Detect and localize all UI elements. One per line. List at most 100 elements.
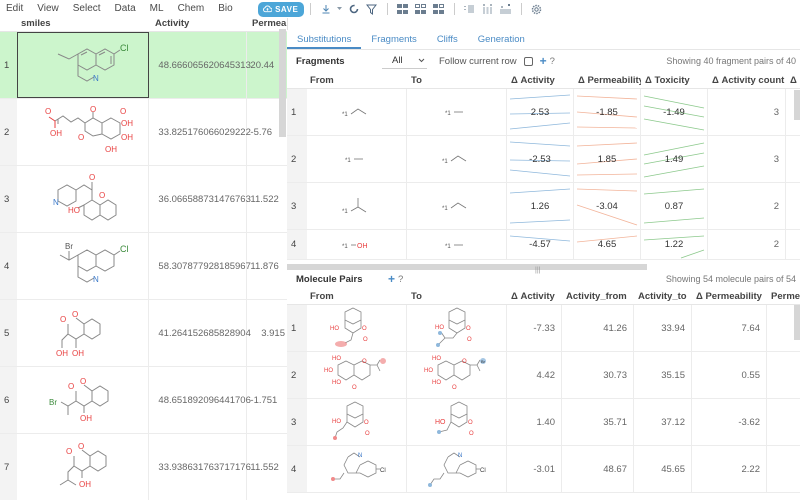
tab-substitutions[interactable]: Substitutions bbox=[287, 34, 362, 49]
col-header-to[interactable]: To bbox=[411, 290, 422, 302]
pairs-vertical-scrollbar[interactable] bbox=[794, 305, 800, 340]
tab-cliffs[interactable]: Cliffs bbox=[436, 34, 458, 45]
molecule-structure[interactable]: O O OH bbox=[17, 434, 150, 500]
col-header-to[interactable]: To bbox=[411, 74, 422, 86]
to-fragment: *1 bbox=[407, 89, 507, 135]
col-header-delta-activity[interactable]: Δ Activity bbox=[511, 74, 555, 86]
menu-select[interactable]: Select bbox=[72, 3, 101, 14]
table-row[interactable]: 2 O OH O O O OH OH OH 33.8 bbox=[0, 99, 287, 166]
row-number: 7 bbox=[0, 434, 17, 500]
svg-text:HO: HO bbox=[435, 325, 444, 331]
svg-text:Cl: Cl bbox=[380, 468, 386, 474]
col-header-delta-p[interactable]: Δ P bbox=[790, 74, 800, 86]
from-fragment: *1 bbox=[307, 136, 407, 182]
grid-layout-icon-3[interactable] bbox=[432, 2, 446, 16]
molecule-structure[interactable]: O O OH OH bbox=[17, 300, 150, 366]
col-header-activity-to[interactable]: Activity_to bbox=[638, 290, 687, 302]
ethyl-fragment-icon: *1 bbox=[442, 202, 466, 212]
delta-activity-cell: -2.53 bbox=[507, 136, 574, 182]
table-row[interactable]: 1 HO O O HO O O -7.33 41.26 33.94 7.64 bbox=[287, 305, 800, 352]
grid-layout-icon-2[interactable] bbox=[414, 2, 428, 16]
help-icon[interactable]: ? bbox=[398, 273, 404, 285]
dropdown-arrow-icon[interactable] bbox=[337, 2, 343, 16]
help-icon[interactable]: ? bbox=[549, 55, 555, 67]
table-row[interactable]: 4 *1 OH *1 -4.57 4.65 1.22 2 bbox=[287, 230, 800, 260]
menu-bar: Edit View Select Data ML Chem Bio SAVE bbox=[0, 0, 800, 18]
table-row[interactable]: 7 O O OH 33.938631763717176 11.552 bbox=[0, 434, 287, 500]
menu-view[interactable]: View bbox=[37, 3, 59, 14]
column-layout-icon-2[interactable] bbox=[481, 2, 495, 16]
toolbar-divider bbox=[453, 3, 455, 15]
table-row[interactable]: 3 O O HO N 36.066588731476763 11.522 bbox=[0, 166, 287, 233]
to-molecule: N Cl bbox=[407, 446, 507, 492]
molecule-structure[interactable]: O OH O O O OH OH OH bbox=[17, 99, 150, 165]
molecule-structure[interactable]: O O Br OH bbox=[17, 367, 150, 433]
col-header-smiles[interactable]: smiles bbox=[21, 18, 51, 29]
table-row[interactable]: 4 Br Cl N 58.307877928185967 11.876 bbox=[0, 233, 287, 300]
methyl-fragment-icon: *1 bbox=[345, 158, 363, 164]
resize-grip-icon[interactable]: ||| bbox=[535, 267, 541, 274]
add-icon[interactable]: + bbox=[539, 54, 547, 68]
table-row[interactable]: 4 N Cl N Cl -3.01 48.67 45.65 2.22 bbox=[287, 446, 800, 493]
table-row[interactable]: 1 *1 *1 2.53 -1.85 -1.49 3 bbox=[287, 89, 800, 136]
permeability-cell bbox=[767, 352, 800, 398]
tab-generation[interactable]: Generation bbox=[477, 34, 525, 45]
save-button[interactable]: SAVE bbox=[257, 1, 304, 17]
filter-icon[interactable] bbox=[365, 2, 379, 16]
col-header-delta-toxicity[interactable]: Δ Toxicity bbox=[645, 74, 690, 86]
table-row[interactable]: 5 O O OH OH 41.264152685828904 3.915 bbox=[0, 300, 287, 367]
menu-chem[interactable]: Chem bbox=[177, 3, 205, 14]
vertical-scrollbar[interactable] bbox=[279, 29, 286, 137]
add-icon[interactable]: + bbox=[388, 272, 396, 286]
menu-edit[interactable]: Edit bbox=[6, 3, 24, 14]
molecule-structure[interactable]: Cl N bbox=[16, 32, 150, 98]
menu-bio[interactable]: Bio bbox=[218, 3, 233, 14]
svg-text:HO: HO bbox=[324, 368, 333, 374]
molecule-structure[interactable]: O O HO N bbox=[17, 166, 150, 232]
col-header-permeability[interactable]: Permeab bbox=[771, 290, 800, 302]
table-row[interactable]: 3 HO O O HO O O 1.40 35.71 37.12 -3.62 bbox=[287, 399, 800, 446]
table-row[interactable]: 2 HO HO HO O O HO HO HO O O Br 4.42 30.73 35.15 0… bbox=[287, 352, 800, 399]
delta-activity-cell: 1.26 bbox=[507, 183, 574, 229]
molecule-structure[interactable]: Br Cl N bbox=[17, 233, 150, 299]
delta-activity-count-cell: 3 bbox=[708, 136, 786, 182]
molecule-pairs-header: From To Δ Activity Activity_from Activit… bbox=[287, 288, 800, 305]
col-header-delta-activity-count[interactable]: Δ Activity count ↓ bbox=[712, 74, 786, 86]
table-row[interactable]: 1 Cl N 48.666065620645313 20.44 bbox=[0, 32, 287, 99]
refresh-icon[interactable] bbox=[347, 2, 361, 16]
svg-text:OH: OH bbox=[121, 133, 133, 142]
grid-layout-icon-1[interactable] bbox=[396, 2, 410, 16]
col-header-from[interactable]: From bbox=[310, 74, 334, 86]
menu-data[interactable]: Data bbox=[114, 3, 136, 14]
col-header-activity[interactable]: Activity bbox=[155, 18, 190, 29]
delta-toxicity-cell: 1.49 bbox=[641, 136, 708, 182]
svg-text:OH: OH bbox=[50, 129, 62, 138]
ethyl-fragment-icon: *1 bbox=[442, 155, 466, 165]
row-number: 3 bbox=[287, 183, 307, 229]
svg-text:Cl: Cl bbox=[120, 244, 129, 254]
column-layout-icon-1[interactable] bbox=[463, 2, 477, 16]
col-header-delta-permeability[interactable]: Δ Permeability bbox=[578, 74, 641, 86]
col-header-delta-activity[interactable]: Δ Activity bbox=[511, 290, 555, 302]
to-molecule: HO O O bbox=[407, 399, 507, 445]
table-row[interactable]: 6 O O Br OH 48.651892096441706 -1.751 bbox=[0, 367, 287, 434]
column-layout-icon-3[interactable] bbox=[499, 2, 513, 16]
chem-settings-icon[interactable] bbox=[530, 2, 544, 16]
col-header-from[interactable]: From bbox=[310, 290, 334, 302]
cloud-upload-icon bbox=[263, 5, 273, 13]
follow-current-row-checkbox[interactable] bbox=[523, 56, 533, 66]
tab-fragments[interactable]: Fragments bbox=[371, 34, 417, 45]
fragments-horizontal-scrollbar[interactable] bbox=[287, 264, 647, 270]
col-header-permeability[interactable]: Permeab bbox=[252, 18, 287, 29]
row-number: 4 bbox=[287, 446, 307, 492]
table-row[interactable]: 2 *1 *1 -2.53 1.85 1.49 3 bbox=[287, 136, 800, 183]
fragments-vertical-scrollbar[interactable] bbox=[794, 90, 800, 120]
menu-ml[interactable]: ML bbox=[149, 3, 164, 14]
download-icon[interactable] bbox=[319, 2, 333, 16]
activity-cell: 41.264152685828904 bbox=[149, 300, 251, 366]
col-header-activity-from[interactable]: Activity_from bbox=[566, 290, 627, 302]
delta-activity-count-cell: 3 bbox=[708, 89, 786, 135]
col-header-delta-permeability[interactable]: Δ Permeability bbox=[696, 290, 762, 302]
fragment-filter-dropdown[interactable]: All bbox=[382, 54, 427, 69]
table-row[interactable]: 3 *1 *1 1.26 -3.04 0.87 2 bbox=[287, 183, 800, 230]
